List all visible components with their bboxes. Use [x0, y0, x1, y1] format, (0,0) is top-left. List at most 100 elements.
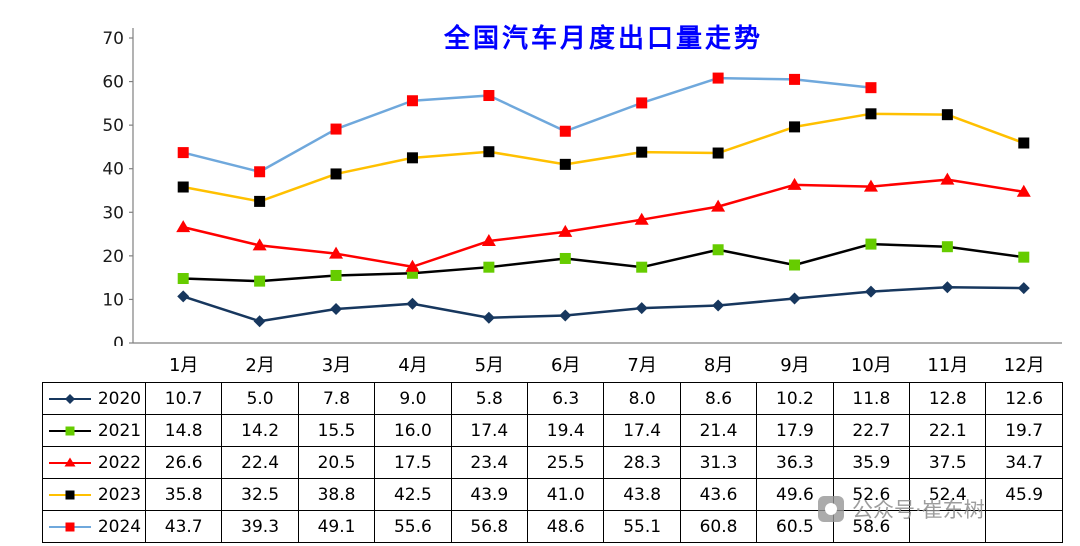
legend-marker-icon — [48, 457, 91, 466]
table-row-2021: 2021 14.8 14.2 15.5 16.0 17.4 19.4 17.4 21.4 17.9… — [42, 414, 1063, 447]
value-cell: 22.1 — [909, 414, 987, 447]
data-point-2024 — [483, 90, 495, 102]
data-point-2023 — [254, 195, 266, 207]
value-cell: 48.6 — [527, 510, 605, 543]
value-cell: 21.4 — [679, 414, 758, 447]
legend-marker — [65, 490, 75, 499]
series-year-label: 2024 — [97, 516, 142, 537]
data-point-2021 — [330, 269, 342, 281]
value-cell: 10.2 — [756, 382, 834, 415]
y-tick-label: 40 — [102, 160, 124, 180]
data-point-2021 — [636, 261, 648, 273]
data-point-2023 — [1018, 137, 1030, 149]
value-cell: 35.9 — [832, 446, 911, 479]
data-point-2022 — [176, 220, 191, 233]
value-cell: 42.5 — [374, 478, 452, 511]
data-point-2021 — [177, 273, 189, 285]
value-cell: 8.6 — [679, 382, 758, 415]
value-cell: 14.8 — [144, 414, 223, 447]
y-tick-label: 10 — [102, 290, 124, 310]
value-cell: 6.3 — [527, 382, 605, 415]
series-year-label: 2022 — [97, 452, 142, 473]
data-point-2021 — [406, 267, 418, 279]
table-row-2024: 2024 43.7 39.3 49.1 55.6 56.8 48.6 55.1 60.8 60.5… — [42, 510, 1063, 543]
legend-marker — [64, 457, 76, 466]
data-point-2024 — [789, 73, 801, 85]
data-point-2021 — [789, 259, 801, 271]
data-point-2022 — [1016, 184, 1031, 197]
value-cell: 11.8 — [832, 382, 911, 415]
data-point-2020 — [1017, 282, 1030, 295]
value-cell: 15.5 — [297, 414, 376, 447]
month-header-cell: 11月 — [927, 355, 969, 376]
value-cell: 55.1 — [603, 510, 681, 543]
series-line-2021 — [183, 242, 1024, 283]
data-point-2023 — [406, 152, 418, 164]
legend-cell-2022: 2022 — [42, 446, 146, 479]
data-table: 1月 2月 3月 4月 5月 6月 7月 8月 9月 10月 11月 12月 2020 10.7 5.0 7.… — [42, 346, 1063, 543]
legend-cell-2023: 2023 — [42, 478, 146, 511]
value-cell: 10.7 — [144, 382, 223, 415]
data-point-2020 — [482, 311, 495, 324]
value-cell: 14.2 — [221, 414, 299, 447]
data-point-2020 — [864, 285, 877, 298]
data-point-2022 — [787, 177, 802, 190]
data-point-2023 — [712, 147, 724, 159]
month-header-cell: 7月 — [627, 355, 657, 376]
legend-marker — [65, 426, 75, 435]
series-line-2020 — [182, 285, 1024, 323]
value-cell: 16.0 — [374, 414, 452, 447]
value-cell: 17.4 — [603, 414, 681, 447]
legend-marker-icon — [48, 522, 91, 531]
data-point-2020 — [635, 302, 648, 315]
legend-marker-icon — [48, 426, 91, 435]
value-cell: 22.4 — [221, 446, 299, 479]
value-cell: 5.0 — [221, 382, 299, 415]
y-tick-label: 20 — [102, 247, 124, 267]
data-point-2022 — [329, 246, 344, 259]
data-point-2023 — [559, 158, 571, 170]
month-header-cell: 2月 — [245, 355, 275, 376]
value-cell: 56.8 — [450, 510, 529, 543]
value-cell: 32.5 — [221, 478, 299, 511]
legend-cell-2020: 2020 — [42, 382, 146, 415]
series-year-label: 2020 — [97, 388, 142, 409]
month-header-cell: 12月 — [1003, 355, 1045, 376]
data-point-2023 — [636, 146, 648, 158]
table-row-2020: 2020 10.7 5.0 7.8 9.0 5.8 6.3 8.0 8.6 10.2 11.8 12.… — [42, 382, 1063, 415]
legend-cell-2024: 2024 — [42, 510, 146, 543]
value-cell — [909, 510, 987, 543]
series-2023 — [177, 108, 1030, 207]
month-header-row: 1月 2月 3月 4月 5月 6月 7月 8月 9月 10月 11月 12月 — [43, 346, 1063, 383]
series-line-2024 — [182, 76, 872, 174]
value-cell: 55.6 — [374, 510, 452, 543]
data-point-2024 — [636, 97, 648, 109]
table-row-2023: 2023 35.8 32.5 38.8 42.5 43.9 41.0 43.8 43.6 49.6… — [42, 478, 1063, 511]
y-tick-label: 50 — [102, 116, 124, 136]
value-cell: 52.6 — [832, 478, 911, 511]
value-cell: 37.5 — [909, 446, 987, 479]
month-header-cell: 1月 — [168, 355, 199, 376]
line-chart: 0 10 20 30 40 50 60 70 — [102, 28, 1062, 346]
series-2021 — [177, 238, 1030, 287]
series-year-label: 2021 — [97, 420, 142, 441]
data-point-2021 — [1018, 251, 1030, 263]
value-cell: 43.8 — [603, 478, 681, 511]
value-cell: 19.4 — [527, 414, 605, 447]
data-point-2023 — [941, 109, 953, 121]
value-cell: 22.7 — [832, 414, 911, 447]
data-point-2024 — [254, 166, 266, 178]
legend-header-cell — [43, 346, 146, 383]
value-cell: 8.0 — [603, 382, 681, 415]
series-2024 — [177, 72, 877, 178]
data-point-2021 — [559, 252, 571, 264]
month-header-cell: 3月 — [321, 355, 352, 376]
data-point-2023 — [177, 181, 189, 193]
data-point-2022 — [711, 199, 726, 212]
data-point-2024 — [865, 82, 877, 94]
y-tick-label: 70 — [102, 29, 124, 49]
month-header-cell: 5月 — [474, 355, 505, 376]
legend-marker — [65, 522, 75, 531]
y-tick-label: 0 — [113, 334, 124, 346]
chart-title: 全国汽车月度出口量走势 — [443, 24, 763, 54]
